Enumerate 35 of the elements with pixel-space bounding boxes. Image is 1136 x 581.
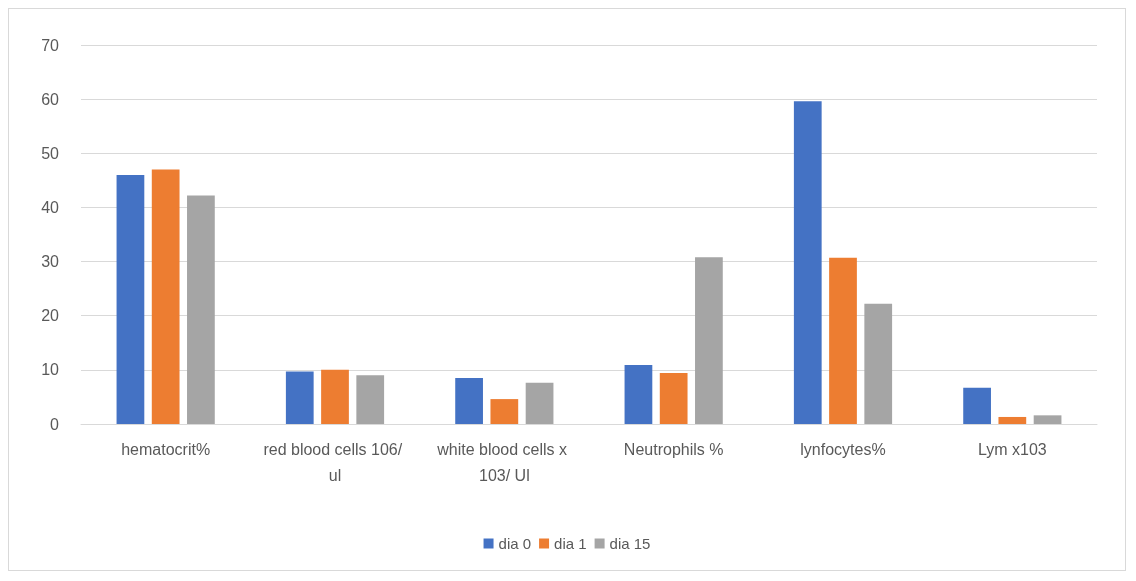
x-tick-label: white blood cells x 103/ Ul [436, 440, 572, 484]
bar [455, 377, 483, 424]
legend-label: dia 1 [554, 535, 587, 552]
bar [356, 375, 385, 424]
y-tick-label: 0 [50, 415, 60, 433]
y-tick-label: 70 [41, 36, 60, 54]
y-tick-label: 60 [41, 90, 60, 108]
bar [321, 369, 349, 424]
bar [829, 257, 857, 424]
y-tick-label: 30 [41, 253, 60, 271]
bar [490, 399, 519, 424]
legend-label: dia 15 [609, 535, 651, 552]
bar [116, 174, 145, 424]
legend-label: dia 0 [498, 535, 532, 552]
x-tick-label: Lym x103 [977, 440, 1047, 458]
y-tick-label: 50 [41, 144, 60, 162]
bar [659, 373, 688, 424]
bar [793, 101, 822, 424]
y-tick-label: 40 [41, 198, 60, 216]
x-tick-label: hematocrit% [121, 440, 211, 458]
bar [1033, 415, 1062, 424]
x-tick-label: Neutrophils % [623, 440, 724, 458]
bar [525, 382, 554, 424]
bar [998, 416, 1027, 424]
bar [285, 371, 314, 424]
bar [187, 195, 215, 424]
bar [624, 364, 653, 424]
y-tick-label: 20 [41, 307, 60, 325]
bar [695, 257, 723, 424]
bar [151, 169, 180, 424]
x-tick-label: red blood cells 106/ ul [263, 440, 407, 484]
bar [864, 303, 893, 424]
bar [963, 387, 991, 424]
x-tick-label: lynfocytes% [800, 440, 886, 458]
y-tick-label: 10 [41, 361, 60, 379]
